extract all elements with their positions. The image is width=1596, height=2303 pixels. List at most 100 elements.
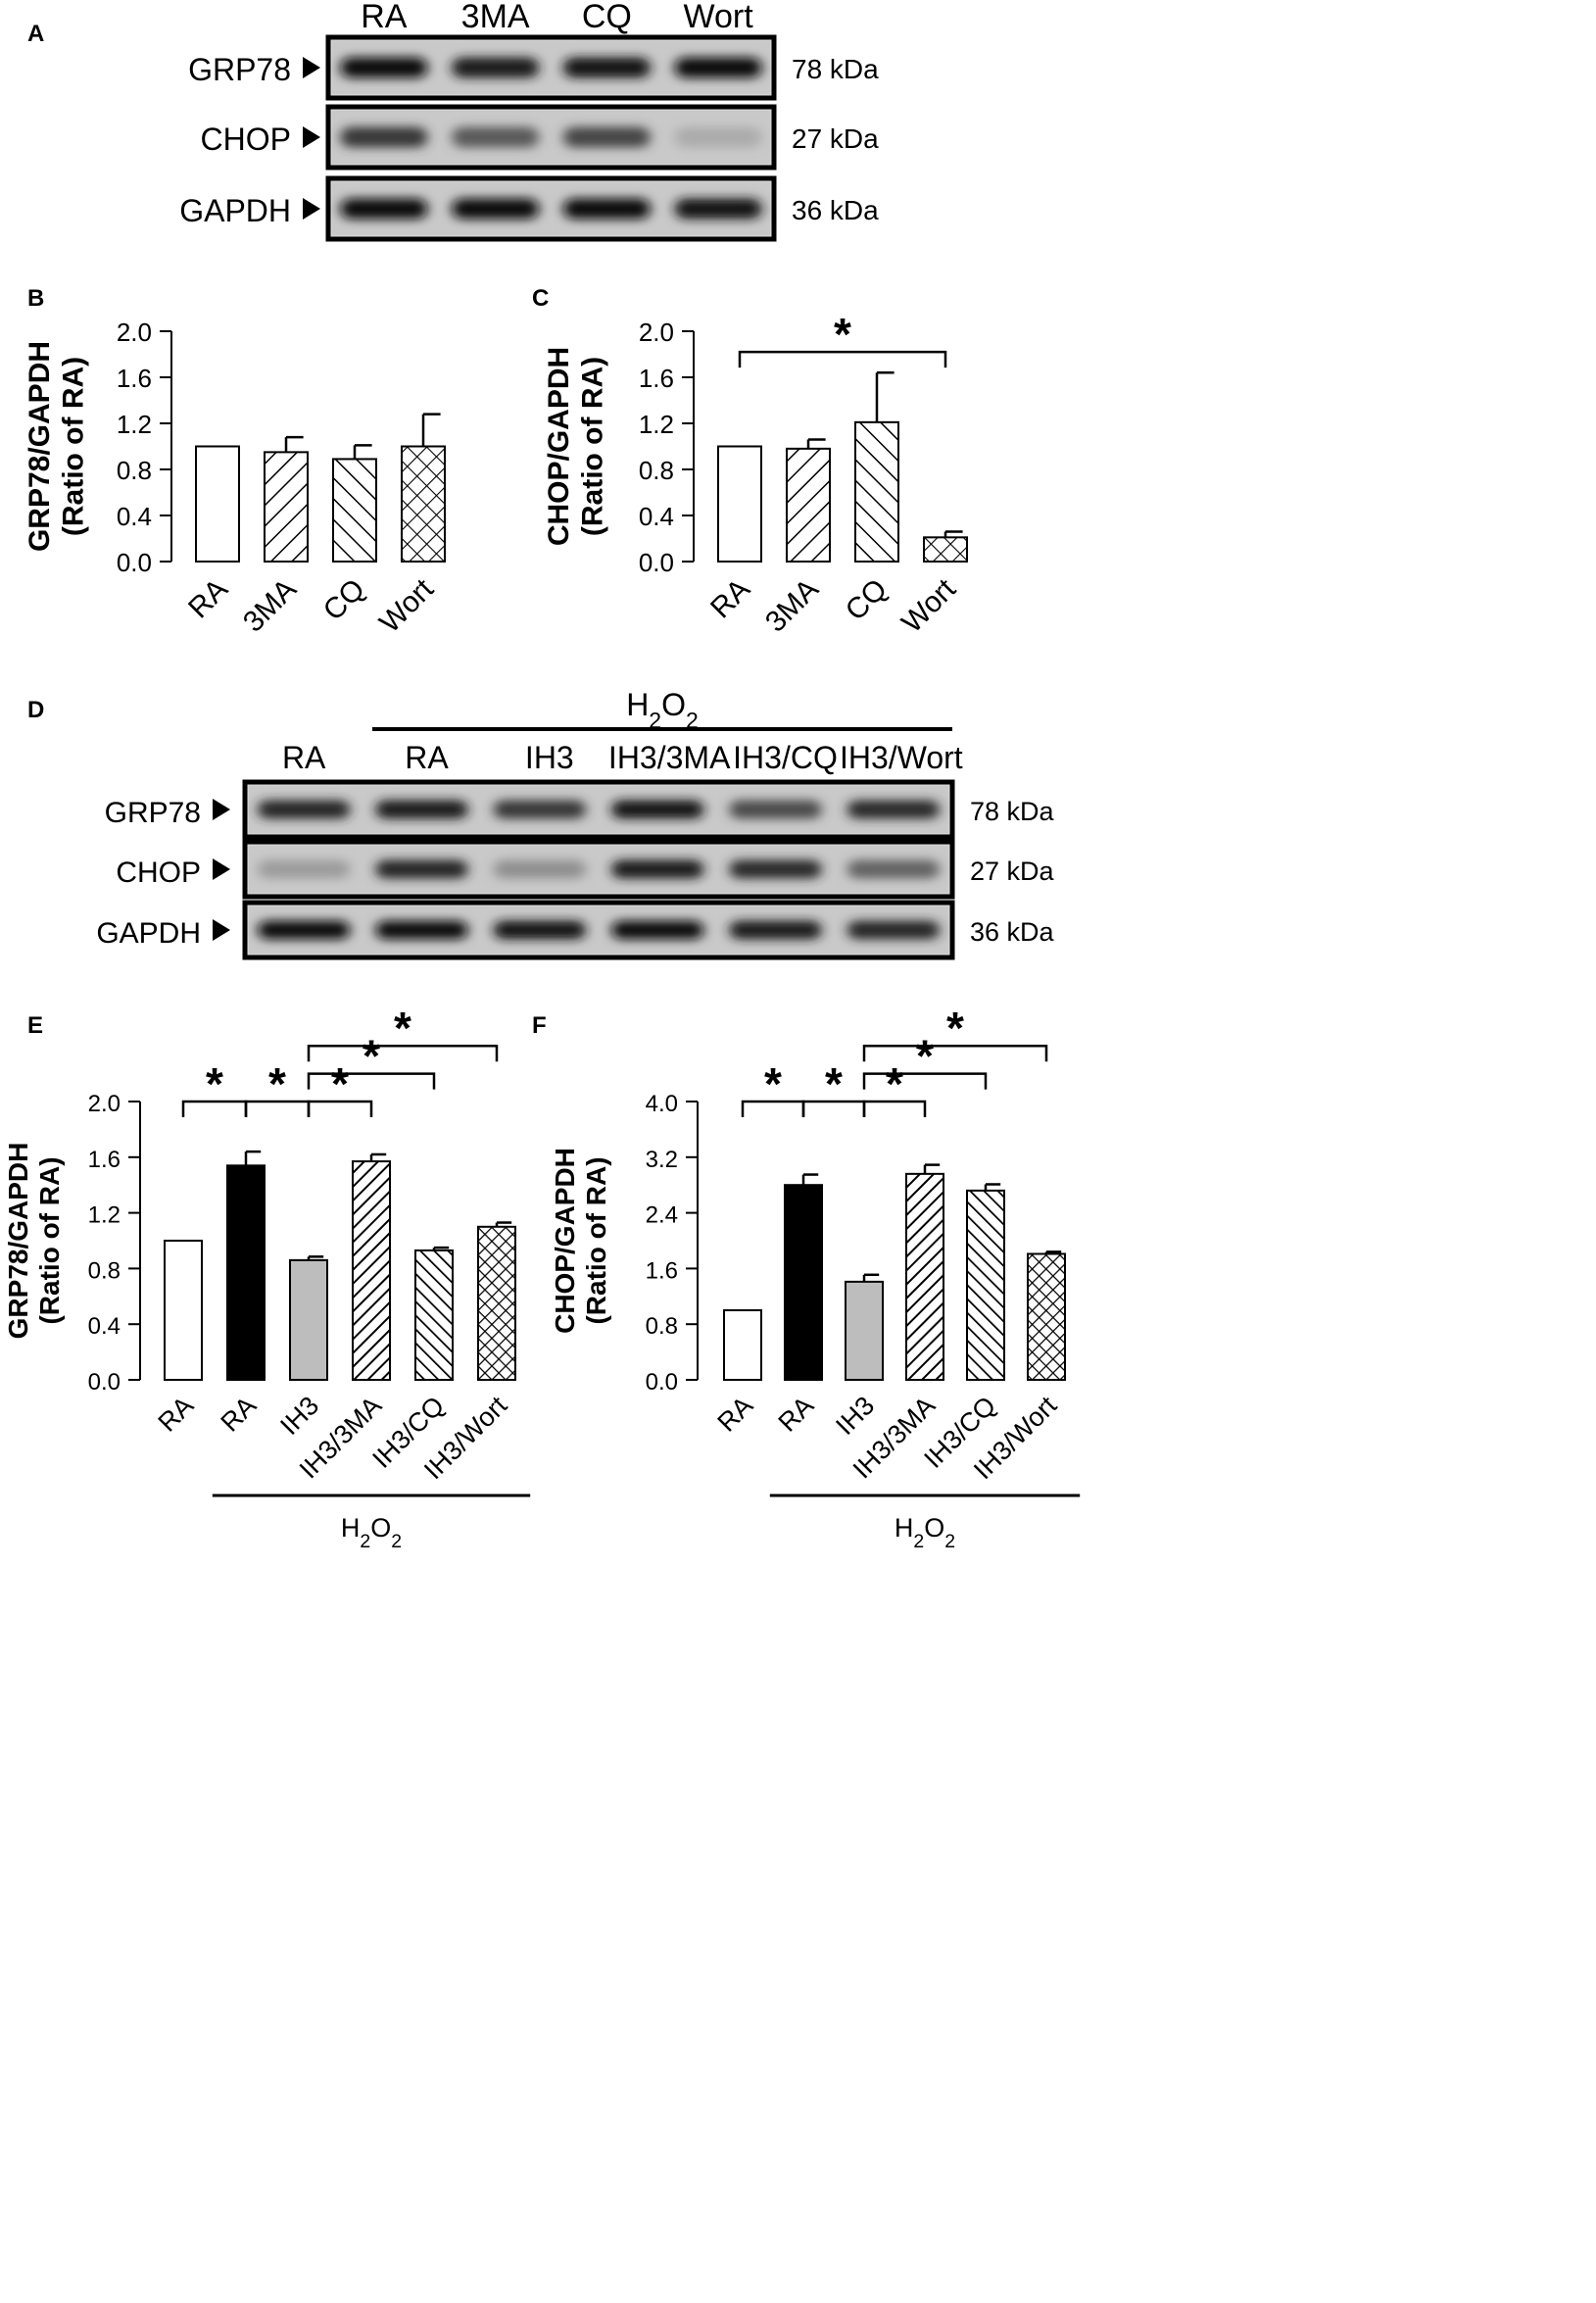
arrowhead-icon <box>303 198 320 220</box>
y-tick-label: 2.0 <box>639 318 674 347</box>
blot-frame <box>242 839 955 900</box>
mw-label: 36 kDa <box>970 917 1055 947</box>
bar-ra <box>723 1309 762 1381</box>
y-tick-label: 4.0 <box>646 1091 678 1117</box>
mw-label: 78 kDa <box>792 54 879 84</box>
lane-label: IH3/3MA <box>608 740 731 775</box>
lane-label: IH3 <box>525 740 574 775</box>
arrowhead-icon <box>213 799 230 820</box>
blot-background <box>249 846 948 893</box>
y-tick-label: 2.4 <box>646 1202 678 1229</box>
mw-label: 36 kDa <box>792 195 879 225</box>
panel-letter: F <box>532 1012 547 1039</box>
significance-bracket <box>307 1044 499 1062</box>
lane-label: IH3/CQ <box>733 740 838 775</box>
blot-band <box>375 859 468 879</box>
protein-label: CHOP <box>116 857 201 889</box>
y-axis-label-line2: (Ratio of RA) <box>581 1156 611 1324</box>
y-tick-label: 1.2 <box>639 410 674 439</box>
significance-bracket <box>738 350 947 368</box>
blot-band <box>563 126 651 148</box>
panel-letter: C <box>532 285 549 312</box>
significance-asterisk: * <box>886 1058 903 1109</box>
y-axis-label-line2: (Ratio of RA) <box>34 1156 65 1324</box>
significance-asterisk: * <box>764 1058 782 1109</box>
significance-asterisk: * <box>825 1058 843 1109</box>
significance-bracket <box>307 1072 436 1090</box>
y-tick-label: 1.6 <box>117 364 152 393</box>
bar-ra <box>784 1184 823 1381</box>
blot-band <box>340 57 428 78</box>
y-axis-label-line2: (Ratio of RA) <box>577 357 609 536</box>
bar-ih3-3ma <box>905 1172 944 1381</box>
mw-label: 27 kDa <box>792 123 879 154</box>
significance-asterisk: * <box>331 1058 349 1109</box>
blot-band <box>674 198 762 220</box>
y-tick-label: 0.0 <box>117 548 152 577</box>
blot-band <box>729 800 822 819</box>
panel-letter: D <box>27 697 44 723</box>
bar-ih3-3ma <box>352 1160 391 1382</box>
protein-label: GRP78 <box>105 797 201 829</box>
bar-ra <box>226 1164 266 1381</box>
y-tick-label: 0.8 <box>646 1313 678 1340</box>
x-tick-label: IH3 <box>274 1391 324 1441</box>
y-tick-label: 0.8 <box>117 456 152 485</box>
protein-label: CHOP <box>201 122 291 157</box>
h2o2-group-label: H2O2 <box>895 1513 955 1552</box>
panel-letter: A <box>27 21 44 47</box>
x-tick-label: RA <box>712 1391 759 1438</box>
mw-label: 27 kDa <box>970 857 1055 886</box>
panel-c-chart: C 0.0 0.4 0.8 1.2 1.6 2.0 CHOP/GAPDH (Ratio of R… <box>532 285 968 639</box>
lane-label: RA <box>405 740 449 775</box>
significance-asterisk: * <box>206 1058 223 1109</box>
significance-asterisk: * <box>394 1003 411 1054</box>
blot-band <box>674 57 762 78</box>
blot-frame <box>242 779 955 840</box>
y-tick-label: 0.4 <box>117 502 152 531</box>
y-tick-label: 0.8 <box>639 456 674 485</box>
bar-wort <box>923 536 968 564</box>
x-tick-label: Wort <box>895 572 962 639</box>
bar-cq <box>854 420 899 564</box>
y-axis-label-line1: GRP78/GAPDH <box>3 1143 33 1340</box>
y-axis-label-line1: GRP78/GAPDH <box>24 341 56 552</box>
blot-background <box>249 786 948 833</box>
significance-asterisk: * <box>946 1003 964 1054</box>
x-tick-label: IH3 <box>830 1391 880 1441</box>
h2o2-group-label: H2O2 <box>626 687 699 733</box>
bar-cq <box>332 458 377 563</box>
y-tick-label: 0.4 <box>639 502 674 531</box>
bar-ra <box>717 445 762 563</box>
y-tick-label: 0.0 <box>639 548 674 577</box>
blot-frame <box>325 34 777 101</box>
y-tick-label: 0.0 <box>646 1369 678 1396</box>
y-tick-label: 2.0 <box>117 318 152 347</box>
y-axis-label: GRP78/GAPDH (Ratio of RA) <box>24 341 90 552</box>
lane-label: Wort <box>684 0 754 35</box>
blot-band <box>729 920 822 940</box>
x-tick-label: 3MA <box>237 573 303 639</box>
blot-band <box>846 920 940 940</box>
y-tick-label: 1.6 <box>88 1147 121 1173</box>
y-tick-label: 3.2 <box>646 1147 678 1173</box>
significance-bracket <box>307 1100 373 1117</box>
blot-band <box>493 800 586 819</box>
bar-3ma <box>786 447 831 564</box>
bar-ih3-cq <box>414 1249 454 1381</box>
protein-label: GAPDH <box>96 917 201 950</box>
blot-band <box>611 859 704 879</box>
significance-bracket <box>862 1100 927 1117</box>
blot-band <box>563 57 651 78</box>
significance-asterisk: * <box>834 309 851 360</box>
panel-letter: B <box>27 285 44 312</box>
blot-band <box>452 198 539 220</box>
blot-band <box>452 126 539 148</box>
blot-band <box>258 920 351 940</box>
protein-label: GRP78 <box>188 52 291 87</box>
arrowhead-icon <box>213 919 230 941</box>
y-tick-label: 2.0 <box>88 1091 121 1117</box>
significance-asterisk: * <box>916 1031 934 1082</box>
blot-frame <box>325 104 777 171</box>
